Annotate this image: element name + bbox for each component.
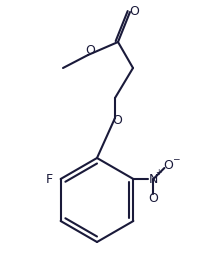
Text: N: N <box>149 172 158 185</box>
Text: O: O <box>129 4 139 18</box>
Text: O: O <box>163 159 173 171</box>
Text: F: F <box>46 172 53 185</box>
Text: O: O <box>85 44 95 56</box>
Text: −: − <box>172 155 179 163</box>
Text: O: O <box>148 192 158 205</box>
Text: +: + <box>155 168 162 176</box>
Text: O: O <box>112 113 122 126</box>
